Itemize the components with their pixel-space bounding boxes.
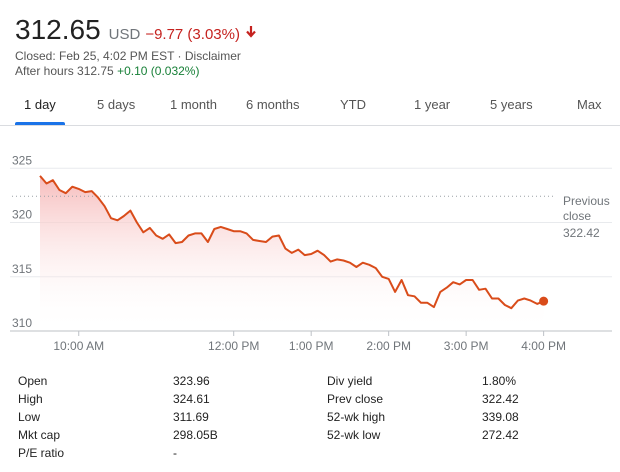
price-change: −9.77 (3.03%) xyxy=(145,26,240,43)
stat-label: Mkt cap xyxy=(18,428,61,442)
stat-label: High xyxy=(18,392,43,406)
tab-1-day[interactable]: 1 day xyxy=(24,97,56,112)
tab-ytd[interactable]: YTD xyxy=(340,97,366,112)
y-tick-label: 315 xyxy=(12,262,32,276)
stat-value: 311.69 xyxy=(173,410,209,424)
y-tick-label: 320 xyxy=(12,208,32,222)
y-tick-label: 325 xyxy=(12,153,32,167)
price-chart[interactable]: 325 320 315 310 10:00 AM 12:00 PM 1:00 PM 2:00 … xyxy=(0,150,620,360)
stat-label: Open xyxy=(18,374,48,388)
closed-text: Closed: Feb 25, 4:02 PM EST · xyxy=(15,49,185,63)
quote-header: 312.65 USD −9.77 (3.03%) xyxy=(15,14,258,46)
stat-row-div-yield: Div yield 1.80% xyxy=(327,372,519,390)
stat-value: 323.96 xyxy=(173,374,210,388)
price-line xyxy=(39,175,544,310)
stat-value: 1.80% xyxy=(482,374,517,388)
arrow-down-icon xyxy=(246,26,256,38)
tab-1-year[interactable]: 1 year xyxy=(414,97,451,112)
currency-label: USD xyxy=(108,26,141,43)
stat-label: Low xyxy=(18,410,41,424)
previous-close-label-2: close xyxy=(563,209,591,223)
x-tick-label: 1:00 PM xyxy=(289,339,334,353)
stat-value: 324.61 xyxy=(173,392,210,406)
tab-6-months[interactable]: 6 months xyxy=(246,97,300,112)
tab-5-days[interactable]: 5 days xyxy=(97,97,136,112)
stat-row-52wk-high: 52-wk high 339.08 xyxy=(327,408,519,426)
stat-label: 52-wk high xyxy=(327,410,386,424)
x-tick-label: 10:00 AM xyxy=(53,339,104,353)
stat-label: P/E ratio xyxy=(18,446,65,460)
previous-close-value: 322.42 xyxy=(563,226,600,240)
stats-left: Open 323.96 High 324.61 Low 311.69 Mkt cap 2… xyxy=(18,372,218,462)
stat-value: - xyxy=(173,446,177,460)
disclaimer-link[interactable]: Disclaimer xyxy=(184,49,241,63)
current-price: 312.65 xyxy=(15,14,101,45)
stats-right: Div yield 1.80% Prev close 322.42 52-wk hi… xyxy=(327,372,519,444)
x-tick-label: 3:00 PM xyxy=(444,339,489,353)
tab-1-month[interactable]: 1 month xyxy=(170,97,217,112)
stat-row-52wk-low: 52-wk low 272.42 xyxy=(327,426,519,444)
x-tick-label: 2:00 PM xyxy=(366,339,411,353)
after-hours-change: +0.10 (0.032%) xyxy=(117,64,200,78)
stat-value: 298.05B xyxy=(173,428,218,442)
stat-value: 322.42 xyxy=(482,392,519,406)
last-price-marker xyxy=(539,296,549,306)
x-tick-label: 4:00 PM xyxy=(521,339,566,353)
stat-label: Prev close xyxy=(327,392,384,406)
stat-row-prev-close: Prev close 322.42 xyxy=(327,390,519,408)
after-hours-info: After hours 312.75 +0.10 (0.032%) xyxy=(15,64,199,78)
closed-info: Closed: Feb 25, 4:02 PM EST · Disclaimer xyxy=(15,49,241,63)
x-tick-label: 12:00 PM xyxy=(208,339,259,353)
tab-max[interactable]: Max xyxy=(577,97,602,112)
active-tab-indicator xyxy=(15,122,65,125)
stat-value: 272.42 xyxy=(482,428,519,442)
stat-row-low: Low 311.69 xyxy=(18,408,218,426)
stat-row-pe-ratio: P/E ratio - xyxy=(18,444,218,462)
stat-row-open: Open 323.96 xyxy=(18,372,218,390)
range-tabs: 1 day 5 days 1 month 6 months YTD 1 year… xyxy=(0,84,620,126)
stat-row-high: High 324.61 xyxy=(18,390,218,408)
previous-close-label: Previous xyxy=(563,194,610,208)
stat-label: 52-wk low xyxy=(327,428,381,442)
tab-5-years[interactable]: 5 years xyxy=(490,97,533,112)
y-tick-label: 310 xyxy=(12,316,32,330)
after-hours-text: After hours 312.75 xyxy=(15,64,118,78)
stat-row-mkt-cap: Mkt cap 298.05B xyxy=(18,426,218,444)
stat-label: Div yield xyxy=(327,374,373,388)
stat-value: 339.08 xyxy=(482,410,519,424)
